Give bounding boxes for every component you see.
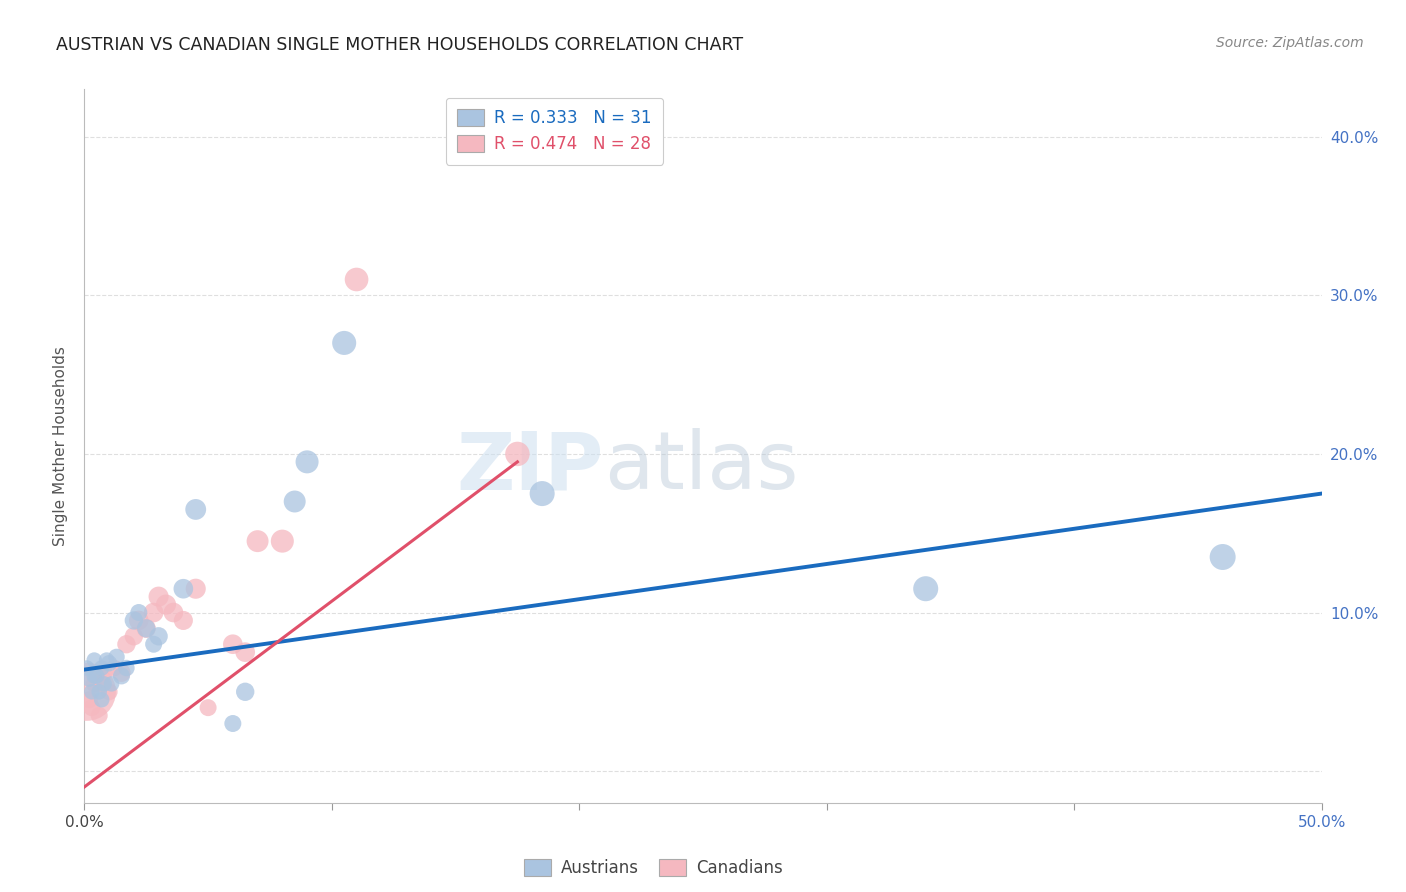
Point	[184, 502, 207, 516]
Text: Source: ZipAtlas.com: Source: ZipAtlas.com	[1216, 36, 1364, 50]
Point	[79, 672, 101, 686]
Point	[246, 534, 269, 549]
Point	[76, 685, 98, 699]
Text: ZIP: ZIP	[457, 428, 605, 507]
Point	[98, 657, 121, 671]
Point	[148, 590, 170, 604]
Point	[90, 692, 112, 706]
Point	[89, 685, 111, 699]
Point	[110, 669, 132, 683]
Point	[135, 621, 157, 635]
Point	[333, 335, 356, 350]
Point	[90, 677, 112, 691]
Point	[110, 665, 132, 680]
Point	[284, 494, 307, 508]
Point	[96, 653, 118, 667]
Point	[346, 272, 368, 286]
Point	[93, 665, 115, 680]
Point	[86, 669, 108, 683]
Point	[172, 582, 194, 596]
Point	[76, 661, 98, 675]
Point	[142, 637, 165, 651]
Point	[115, 637, 138, 651]
Point	[89, 708, 111, 723]
Point	[100, 677, 122, 691]
Point	[506, 447, 529, 461]
Y-axis label: Single Mother Households: Single Mother Households	[53, 346, 69, 546]
Point	[83, 669, 105, 683]
Text: atlas: atlas	[605, 428, 799, 507]
Point	[86, 669, 108, 683]
Point	[93, 677, 115, 691]
Point	[122, 629, 145, 643]
Point	[90, 661, 112, 675]
Point	[115, 661, 138, 675]
Point	[295, 455, 318, 469]
Point	[222, 637, 245, 651]
Point	[155, 598, 177, 612]
Point	[83, 677, 105, 691]
Text: AUSTRIAN VS CANADIAN SINGLE MOTHER HOUSEHOLDS CORRELATION CHART: AUSTRIAN VS CANADIAN SINGLE MOTHER HOUSE…	[56, 36, 744, 54]
Point	[197, 700, 219, 714]
Point	[172, 614, 194, 628]
Point	[80, 700, 103, 714]
Point	[184, 582, 207, 596]
Point	[142, 606, 165, 620]
Point	[98, 685, 121, 699]
Point	[914, 582, 936, 596]
Point	[128, 614, 150, 628]
Point	[1212, 549, 1234, 564]
Point	[135, 621, 157, 635]
Point	[79, 692, 101, 706]
Legend: Austrians, Canadians: Austrians, Canadians	[515, 849, 793, 888]
Point	[128, 606, 150, 620]
Point	[233, 645, 256, 659]
Point	[148, 629, 170, 643]
Point	[222, 716, 245, 731]
Point	[122, 614, 145, 628]
Point	[80, 685, 103, 699]
Point	[233, 685, 256, 699]
Point	[162, 606, 184, 620]
Point	[531, 486, 554, 500]
Point	[271, 534, 294, 549]
Point	[83, 653, 105, 667]
Point	[105, 649, 128, 664]
Point	[103, 661, 125, 675]
